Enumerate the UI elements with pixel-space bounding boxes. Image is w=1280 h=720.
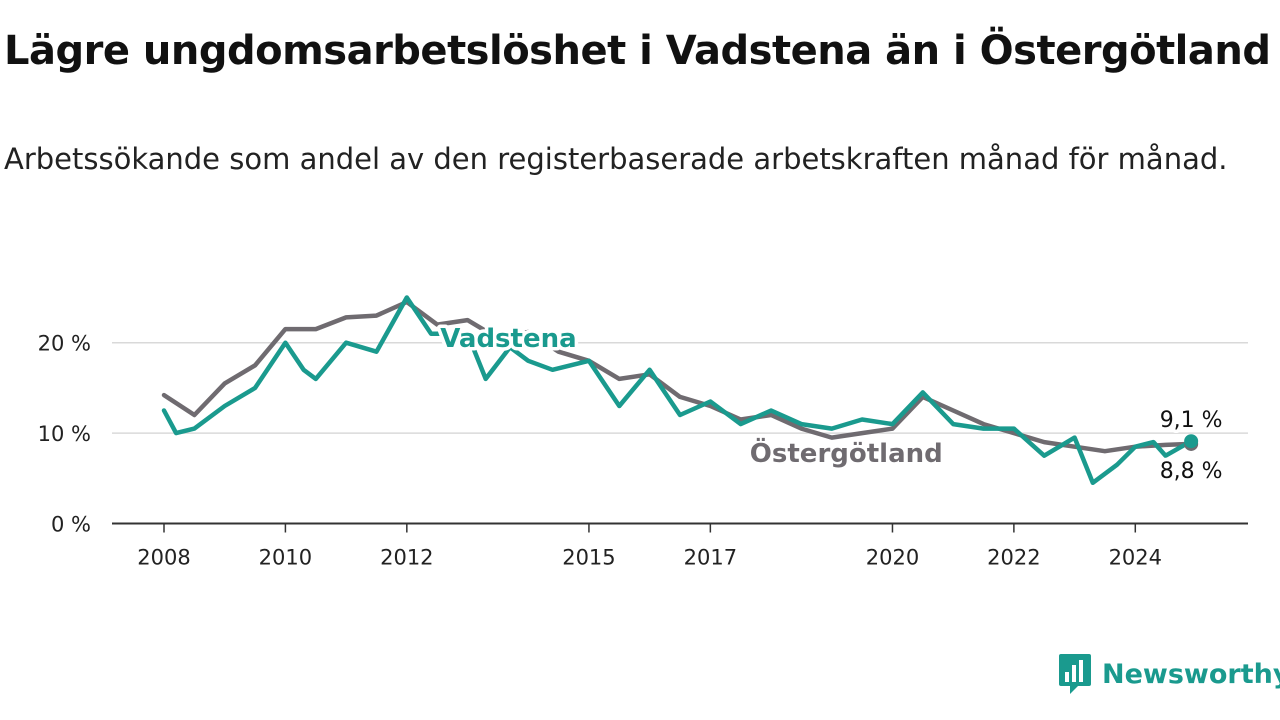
brand-name: Newsworthy <box>1102 658 1280 690</box>
x-tick-label: 2010 <box>259 546 312 570</box>
x-tick-label: 2008 <box>137 546 190 570</box>
x-tick-label: 2015 <box>562 546 615 570</box>
series-end-point <box>1184 434 1199 449</box>
end-value-label: 8,8 % <box>1160 459 1223 484</box>
x-tick-label: 2017 <box>684 546 737 570</box>
series-labels: Östergötland Vadstena 8,8 % 9,1 % <box>437 321 1226 488</box>
y-tick-label: 10 % <box>38 422 91 446</box>
series-name-label: Östergötland <box>750 436 943 469</box>
chart-subtitle: Arbetssökande som andel av den registerb… <box>4 142 1228 176</box>
gridlines: 0 % 10 % 20 % <box>38 332 1248 537</box>
x-tick-label: 2022 <box>987 546 1040 570</box>
y-tick-label: 20 % <box>38 332 91 356</box>
y-tick-label: 0 % <box>51 513 91 537</box>
x-tick-label: 2024 <box>1109 546 1162 570</box>
newsworthy-logo-icon <box>1059 654 1091 694</box>
series-name-label: Vadstena <box>440 324 576 354</box>
x-axis: 2008 2010 2012 2015 2017 2020 2022 2024 <box>112 522 1248 570</box>
chart-title: Lägre ungdomsarbetslöshet i Vadstena än … <box>4 28 1271 74</box>
x-tick-label: 2012 <box>380 546 433 570</box>
series-line-vadstena <box>161 295 1194 486</box>
end-value-label: 9,1 % <box>1160 408 1223 433</box>
newsworthy-brand: Newsworthy <box>1058 652 1280 696</box>
series-lines <box>161 295 1199 486</box>
x-tick-label: 2020 <box>866 546 919 570</box>
